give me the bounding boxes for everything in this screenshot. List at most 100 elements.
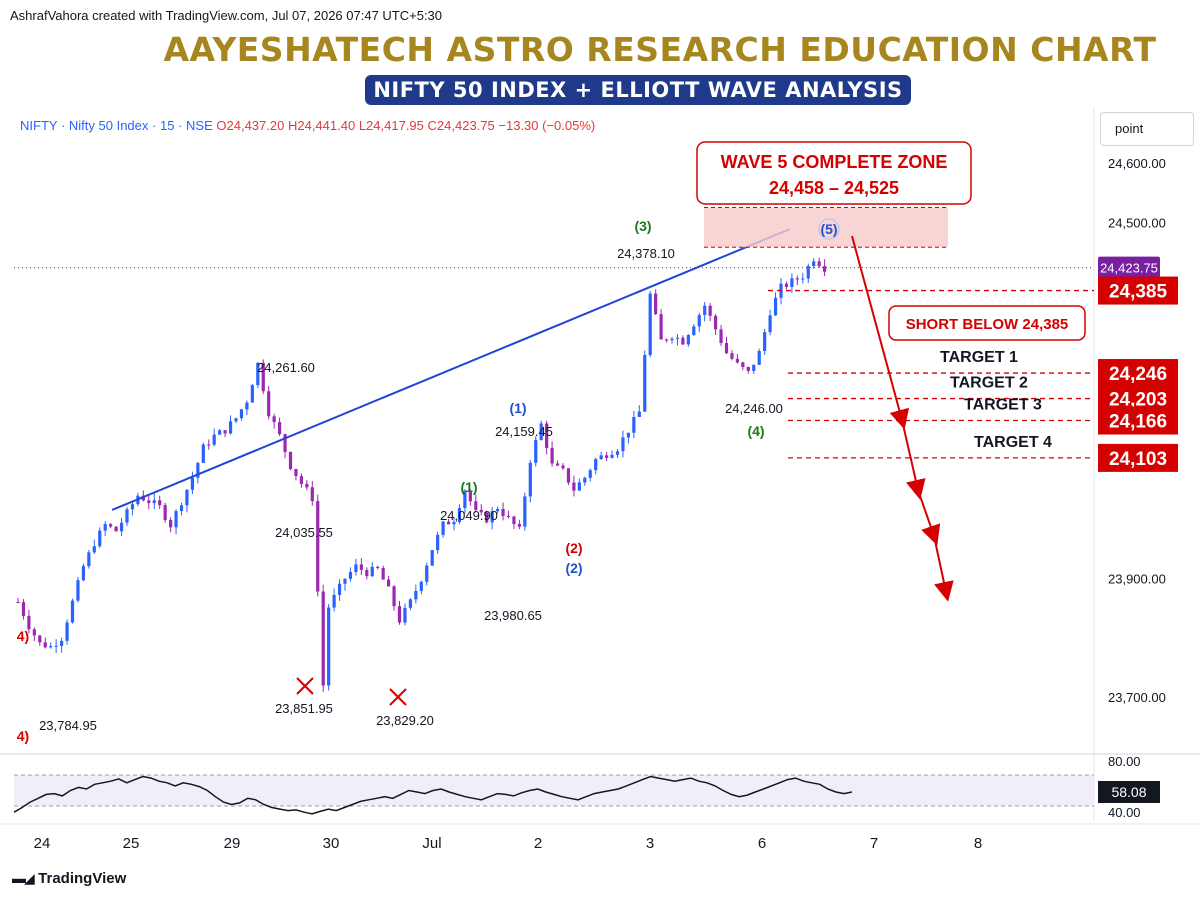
candle-body <box>561 465 565 469</box>
candle-body <box>130 504 135 510</box>
candle-body <box>49 646 53 648</box>
projection-arrow-segment <box>901 419 926 500</box>
candle-body <box>381 567 385 580</box>
candle-body <box>605 455 609 458</box>
candle-body <box>577 482 581 491</box>
swing-price-label: 23,980.65 <box>484 608 542 623</box>
elliott-wave-label: (1) <box>460 479 477 495</box>
candle-body <box>327 607 331 686</box>
swing-price-label: 24,035.55 <box>275 525 333 540</box>
candle-body <box>359 564 363 570</box>
swing-price-label: 23,784.95 <box>39 718 97 733</box>
candle-body <box>196 462 200 478</box>
candle-body <box>637 411 641 417</box>
projection-arrow-segment <box>851 235 910 430</box>
rsi-last-tag-label: 58.08 <box>1111 784 1146 800</box>
candle-body <box>539 423 543 441</box>
projection-arrow-segment <box>917 489 941 546</box>
attribution-text: AshrafVahora created with TradingView.co… <box>10 8 443 23</box>
candle-body <box>392 586 396 607</box>
symbol-ticker[interactable]: NIFTY <box>20 118 58 133</box>
candle-body <box>545 423 549 448</box>
candle-body <box>566 468 571 483</box>
x-tick-label: 25 <box>123 835 140 852</box>
candle-body <box>65 622 69 641</box>
candle-body <box>512 516 516 525</box>
elliott-wave-label: 4) <box>17 728 29 744</box>
candle-body <box>147 500 151 504</box>
candle-body <box>376 566 380 568</box>
candle-body <box>485 512 489 523</box>
candle-body <box>806 266 810 279</box>
tradingview-logo[interactable]: ▬◢ TradingView <box>12 870 126 887</box>
rsi-tick-label: 40.00 <box>1108 805 1141 820</box>
candle-body <box>697 315 701 327</box>
low-cross-marker <box>389 688 407 706</box>
candle-body <box>109 524 113 527</box>
target-price-tag-label: 24,103 <box>1109 449 1167 470</box>
ohlc-change: −13.30 (−0.05%) <box>498 118 596 133</box>
candle-body <box>21 602 26 617</box>
candle-body <box>316 501 320 592</box>
candle-body <box>441 521 445 535</box>
candle-body <box>583 477 587 483</box>
target-price-tag-label: 24,203 <box>1109 390 1167 411</box>
candle-body <box>474 501 478 510</box>
candle-body <box>245 402 249 410</box>
elliott-wave-label: (2) <box>565 560 582 576</box>
swing-price-label: 23,851.95 <box>275 701 333 716</box>
candle-body <box>414 590 418 600</box>
candle-body <box>283 434 287 452</box>
candle-body <box>397 606 402 623</box>
candle-body <box>773 297 778 316</box>
tradingview-logo-icon: ▬◢ <box>12 870 35 886</box>
swing-price-label: 23,829.20 <box>376 713 434 728</box>
candle-body <box>790 278 794 287</box>
candle-body <box>615 451 620 455</box>
symbol-info-bar[interactable]: NIFTY · Nifty 50 Index · 15 · NSE O24,43… <box>20 118 596 133</box>
candle-body <box>228 421 233 434</box>
candle-body <box>654 293 658 315</box>
candle-body <box>446 521 451 525</box>
swing-price-label: 24,246.00 <box>725 401 783 416</box>
candle-body <box>250 385 254 403</box>
candle-body <box>354 564 358 572</box>
candle-body <box>724 343 729 354</box>
candle-body <box>125 509 129 523</box>
price-scale-unit-button[interactable]: point <box>1100 112 1194 146</box>
candle-body <box>463 490 467 509</box>
candle-body <box>501 508 505 516</box>
candle-body <box>528 462 532 497</box>
candle-body <box>675 337 680 339</box>
candle-body <box>348 571 353 579</box>
candle-body <box>185 489 189 506</box>
candle-body <box>632 416 636 433</box>
candle-body <box>310 487 314 502</box>
rsi-line <box>13 775 853 815</box>
symbol-interval[interactable]: 15 <box>159 118 175 133</box>
chart-subtitle: NIFTY 50 INDEX + ELLIOTT WAVE ANALYSIS <box>365 75 911 105</box>
candle-body <box>54 645 58 647</box>
candle-body <box>643 355 647 412</box>
candle-body <box>752 364 756 371</box>
candle-body <box>648 293 652 356</box>
zone-callout-range: 24,458 – 24,525 <box>769 178 899 198</box>
tradingview-logo-text: TradingView <box>38 870 127 887</box>
candle-body <box>87 552 91 567</box>
candle-body <box>610 454 614 458</box>
candle-body <box>741 362 745 367</box>
candle-body <box>169 519 173 528</box>
candle-body <box>408 599 412 608</box>
candle-body <box>190 477 194 490</box>
candle-body <box>27 616 31 630</box>
candle-body <box>496 508 500 512</box>
elliott-wave-label: (3) <box>634 218 651 234</box>
y-tick-label: 23,900.00 <box>1108 571 1166 586</box>
candle-body <box>76 580 80 601</box>
candle-body <box>81 566 85 581</box>
candle-body <box>730 353 734 359</box>
candle-body <box>32 629 36 636</box>
candle-body <box>370 566 374 577</box>
candle-body <box>70 600 75 623</box>
